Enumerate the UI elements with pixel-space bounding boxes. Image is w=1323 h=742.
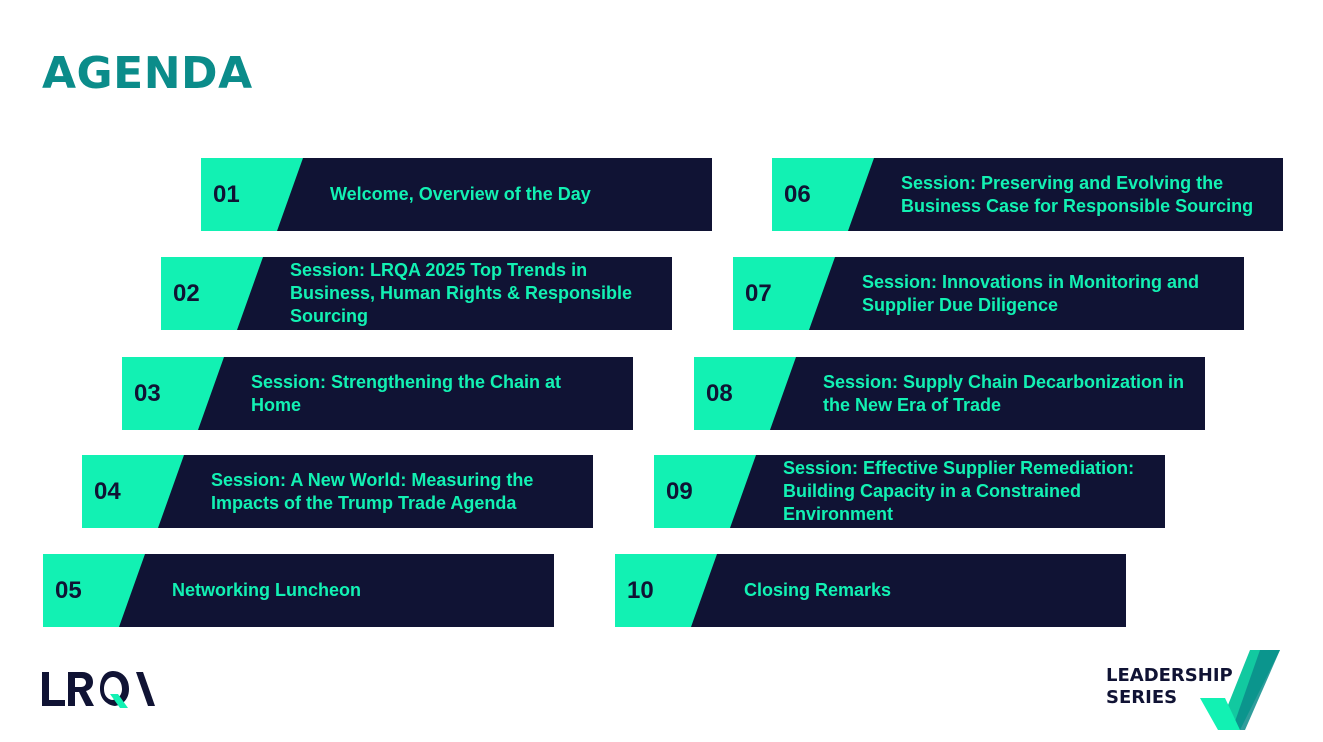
agenda-item-number: 01 [213,181,240,208]
agenda-item-number: 08 [706,380,733,407]
agenda-item: 02 Session: LRQA 2025 Top Trends in Busin… [161,257,672,330]
agenda-item-band [848,158,1283,231]
agenda-item: 06 Session: Preserving and Evolving the B… [772,158,1283,231]
agenda-item-band [770,357,1205,430]
page-title: AGENDA [42,48,253,99]
lrqa-logo [42,671,155,708]
agenda-item-text: Session: Strengthening the Chain at Home [251,371,562,415]
agenda-item-label: Session: Preserving and Evolving the Bus… [901,158,1263,231]
agenda-item-number: 10 [627,577,654,604]
agenda-item-band [158,455,593,528]
agenda-item-label: Session: Effective Supplier Remediation:… [783,455,1145,528]
agenda-item: 05 Networking Luncheon [43,554,554,627]
agenda-item-text: Closing Remarks [744,580,892,600]
agenda-item-label: Session: LRQA 2025 Top Trends in Busines… [290,257,652,330]
agenda-item-number: 04 [94,478,121,505]
agenda-item-band [730,455,1165,528]
agenda-item: 04 Session: A New World: Measuring the Im… [82,455,593,528]
agenda-item-text: Session: Preserving and Evolving the Bus… [901,172,1254,216]
agenda-item-label: Welcome, Overview of the Day [330,158,692,231]
agenda-item: 07 Session: Innovations in Monitoring and… [733,257,1244,330]
agenda-item-number: 03 [134,380,161,407]
agenda-item-number: 06 [784,181,811,208]
agenda-item-text: Session: Effective Supplier Remediation:… [783,458,1135,524]
agenda-item-band [198,357,633,430]
agenda-item-text: Networking Luncheon [172,580,361,600]
agenda-item: 03 Session: Strengthening the Chain at Ho… [122,357,633,430]
agenda-item-number: 02 [173,280,200,307]
agenda-item-number: 09 [666,478,693,505]
agenda-item-label: Session: A New World: Measuring the Impa… [211,455,573,528]
agenda-item-band [277,158,712,231]
agenda-item-band [237,257,672,330]
agenda-item-text: Welcome, Overview of the Day [330,184,591,204]
agenda-item-label: Networking Luncheon [172,554,534,627]
agenda-item-band [809,257,1244,330]
agenda-item-number: 07 [745,280,772,307]
agenda-item-number: 05 [55,577,82,604]
logo-text-series: SERIES [1106,687,1177,708]
logo-text-leadership: LEADERSHIP [1106,665,1233,686]
agenda-item-text: Session: A New World: Measuring the Impa… [211,469,534,513]
leadership-series-logo: LEADERSHIP SERIES [1106,650,1280,730]
agenda-item-text: Session: Innovations in Monitoring and S… [862,271,1199,315]
agenda-item-band [119,554,554,627]
agenda-item-label: Session: Strengthening the Chain at Home [251,357,613,430]
agenda-item: 09 Session: Effective Supplier Remediatio… [654,455,1165,528]
agenda-item-label: Session: Supply Chain Decarbonization in… [823,357,1185,430]
agenda-item-text: Session: Supply Chain Decarbonization in… [823,371,1185,415]
agenda-item-label: Closing Remarks [744,554,1106,627]
agenda-item-band [691,554,1126,627]
agenda-item-label: Session: Innovations in Monitoring and S… [862,257,1224,330]
agenda-item-text: Session: LRQA 2025 Top Trends in Busines… [290,260,633,326]
agenda-item: 08 Session: Supply Chain Decarbonization … [694,357,1205,430]
agenda-item: 10 Closing Remarks [615,554,1126,627]
agenda-item: 01 Welcome, Overview of the Day [201,158,712,231]
